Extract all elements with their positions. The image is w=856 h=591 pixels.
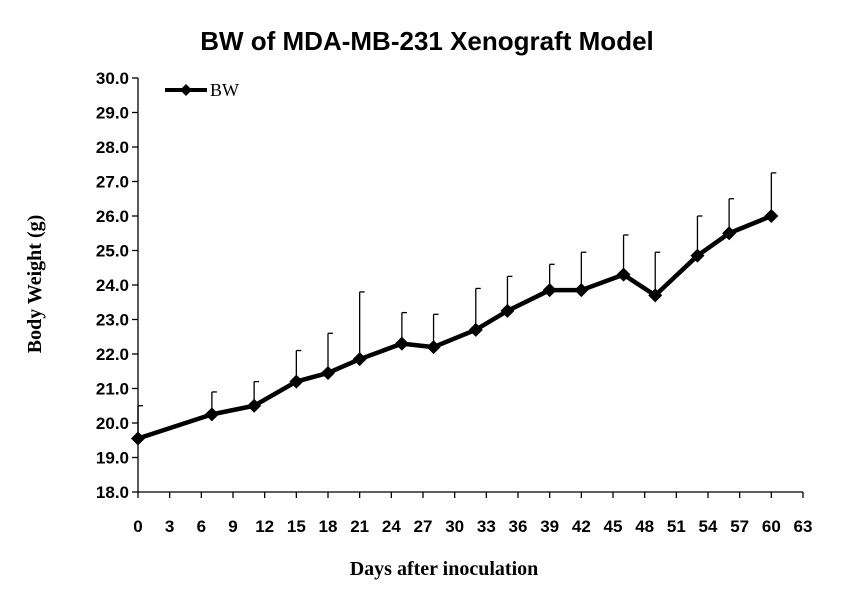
x-tick-label: 15 <box>287 517 306 536</box>
x-tick-label: 27 <box>414 517 433 536</box>
series-line-bw <box>137 213 773 441</box>
legend-label-bw: BW <box>210 80 239 100</box>
data-point <box>648 288 663 303</box>
y-tick-label: 26.0 <box>96 207 129 226</box>
x-tick-label: 12 <box>255 517 274 536</box>
data-point <box>247 398 262 413</box>
y-tick-label: 21.0 <box>96 380 129 399</box>
x-tick-label: 18 <box>319 517 338 536</box>
data-point <box>542 283 557 298</box>
data-point <box>426 340 441 355</box>
x-tick-label: 42 <box>572 517 591 536</box>
y-tick-label: 20.0 <box>96 414 129 433</box>
x-tick-label: 45 <box>604 517 623 536</box>
legend-diamond-marker <box>180 84 192 96</box>
legend: BW <box>165 80 239 100</box>
data-point <box>131 431 145 446</box>
y-tick-label: 24.0 <box>96 276 129 295</box>
x-tick-label: 36 <box>509 517 528 536</box>
data-point <box>764 209 779 223</box>
data-marks <box>131 172 779 446</box>
data-point <box>722 226 737 241</box>
x-tick-label: 6 <box>197 517 206 536</box>
x-tick-label: 9 <box>228 517 237 536</box>
data-point <box>616 267 631 282</box>
y-tick-label: 25.0 <box>96 242 129 261</box>
x-tick-label: 3 <box>165 517 174 536</box>
x-tick-label: 60 <box>762 517 781 536</box>
x-tick-label: 30 <box>445 517 464 536</box>
x-tick-label: 0 <box>133 517 142 536</box>
x-tick-label: 48 <box>635 517 654 536</box>
data-point <box>394 336 409 351</box>
y-axis-label: Body Weight (g) <box>24 215 46 354</box>
x-tick-label: 39 <box>540 517 559 536</box>
data-point <box>321 365 335 380</box>
x-tick-label: 51 <box>667 517 686 536</box>
y-tick-label: 19.0 <box>96 449 129 468</box>
y-tick-label: 28.0 <box>96 138 129 157</box>
x-tick-label: 21 <box>350 517 369 536</box>
y-tick-label: 30.0 <box>96 69 129 88</box>
y-tick-label: 23.0 <box>96 311 129 330</box>
data-point <box>352 352 367 367</box>
x-tick-label: 63 <box>794 517 813 536</box>
data-point <box>574 283 589 298</box>
data-point <box>690 248 705 263</box>
y-tick-label: 18.0 <box>96 483 129 502</box>
x-tick-label: 54 <box>699 517 718 536</box>
data-point <box>500 303 515 318</box>
x-tick-label: 24 <box>382 517 401 536</box>
x-tick-label: 57 <box>730 517 749 536</box>
axes: 18.0 19.0 20.0 21.0 22.0 23.0 24.0 25.0 26.0 27.0… <box>96 69 813 536</box>
chart-title: BW of MDA-MB-231 Xenograft Model <box>200 26 654 56</box>
y-tick-label: 22.0 <box>96 345 129 364</box>
data-point <box>204 407 219 422</box>
x-tick-label: 33 <box>477 517 496 536</box>
x-axis-label: Days after inoculation <box>350 558 539 580</box>
data-point <box>468 322 483 337</box>
y-tick-label: 29.0 <box>96 104 129 123</box>
data-point <box>289 374 304 389</box>
y-tick-label: 27.0 <box>96 173 129 192</box>
